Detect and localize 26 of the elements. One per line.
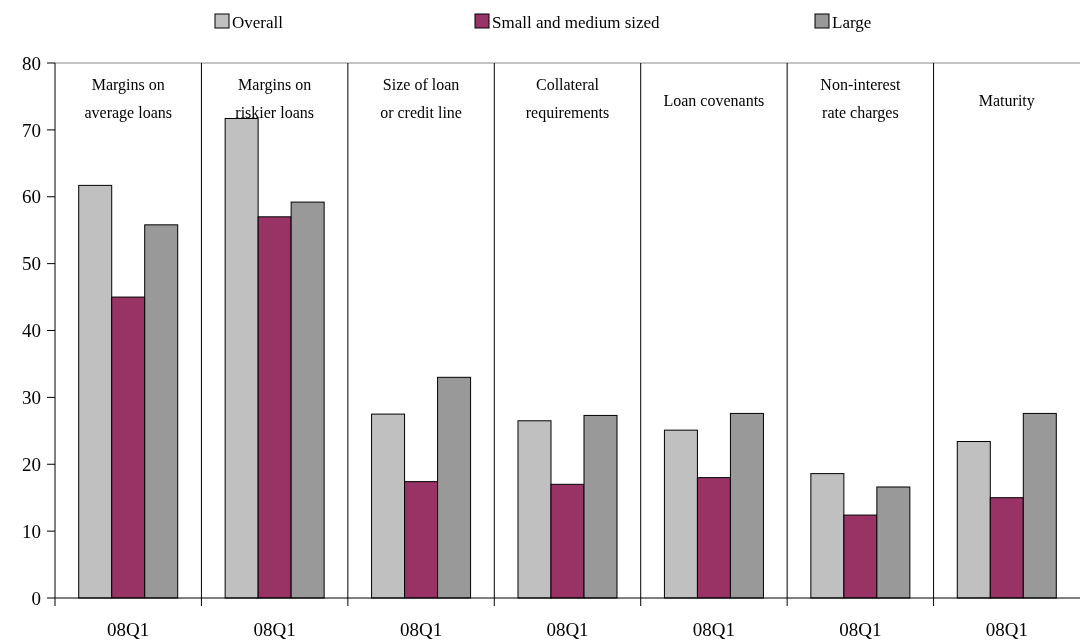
annotation: Loan covenants — [663, 92, 765, 109]
y-tick-label: 40 — [22, 320, 41, 342]
x-tick-label: 08Q1 — [107, 619, 150, 640]
legend-label: Large — [832, 12, 872, 32]
y-tick-label: 60 — [22, 186, 41, 208]
annotation: Non-interest rate charges — [820, 76, 901, 122]
y-tick-label: 50 — [22, 253, 41, 275]
x-tick-label: 08Q1 — [546, 619, 589, 640]
x-tick-label: 08Q1 — [839, 619, 882, 640]
x-tick-label: 08Q1 — [985, 619, 1028, 640]
annotation: Maturity — [978, 92, 1035, 110]
annotation: Size of loan or credit line — [380, 76, 462, 121]
y-tick-label: 0 — [31, 587, 41, 609]
y-tick-label: 10 — [22, 520, 41, 542]
x-tick-label: 08Q1 — [399, 619, 443, 640]
annotation: Collateral requirements — [525, 76, 610, 122]
x-tick-label: 08Q1 — [692, 619, 736, 640]
annotation: Margins on average loans — [84, 76, 172, 122]
annotation: Margins on riskier loans — [235, 76, 314, 121]
y-tick-label: 80 — [22, 52, 41, 74]
legend-label: Small and medium sized — [492, 12, 661, 32]
x-tick-label: 08Q1 — [253, 619, 296, 640]
y-tick-label: 20 — [22, 453, 41, 475]
legend-label: Overall — [232, 12, 284, 32]
y-tick-label: 70 — [22, 119, 41, 141]
y-tick-label: 30 — [22, 387, 41, 409]
